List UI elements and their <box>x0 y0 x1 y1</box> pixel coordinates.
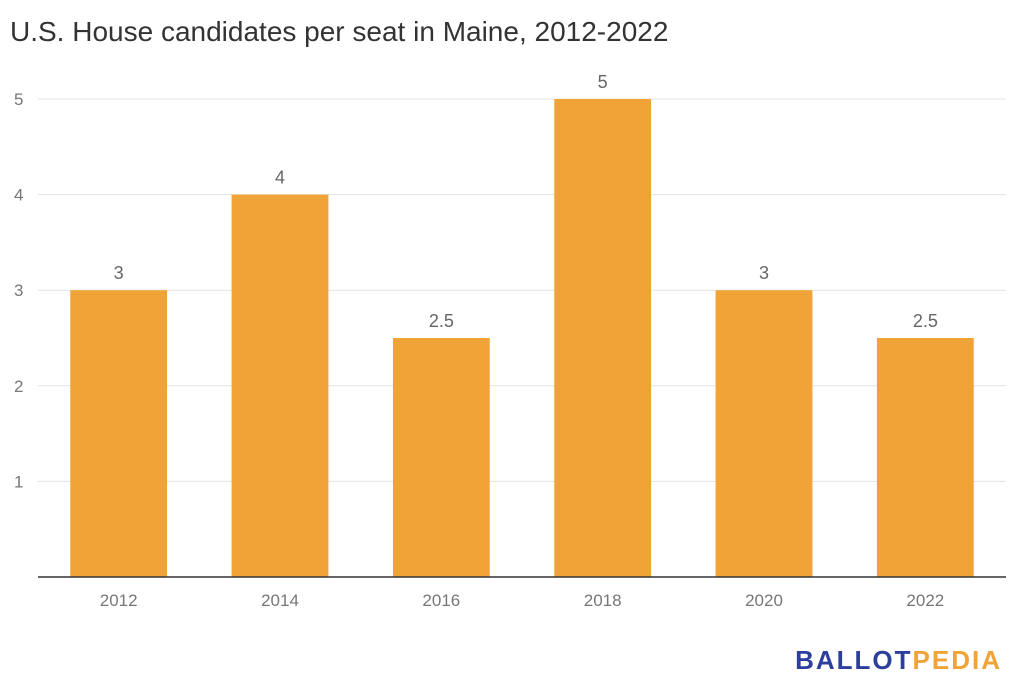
x-tick-label: 2022 <box>906 591 944 610</box>
y-tick-label: 4 <box>14 186 23 205</box>
data-label: 3 <box>114 263 124 283</box>
data-label: 5 <box>598 72 608 92</box>
logo-ballot-text: BALLOT <box>795 645 913 675</box>
data-label: 2.5 <box>913 311 938 331</box>
bar-2022 <box>876 338 974 577</box>
data-label: 4 <box>275 168 285 188</box>
gridlines <box>38 98 1006 482</box>
bar-2012 <box>70 290 168 577</box>
x-tick-label: 2018 <box>584 591 622 610</box>
x-tick-label: 2014 <box>261 591 299 610</box>
bars <box>70 99 974 577</box>
data-label: 3 <box>759 263 769 283</box>
x-axis-ticks: 2012 2014 2016 2018 2020 2022 <box>100 591 944 610</box>
y-tick-label: 5 <box>14 90 23 109</box>
y-tick-label: 1 <box>14 472 23 491</box>
x-tick-label: 2020 <box>745 591 783 610</box>
bar-2014 <box>231 194 329 577</box>
logo-pedia-text: PEDIA <box>912 645 1002 675</box>
y-axis-ticks: 1 2 3 4 5 <box>14 90 23 491</box>
x-tick-label: 2012 <box>100 591 138 610</box>
x-tick-label: 2016 <box>422 591 460 610</box>
bar-2018 <box>554 99 652 577</box>
y-tick-label: 3 <box>14 281 23 300</box>
ballotpedia-logo: BALLOTPEDIA <box>795 645 1002 676</box>
data-labels: 3 4 2.5 5 3 2.5 <box>114 72 938 331</box>
bar-2020 <box>715 290 813 577</box>
chart-title: U.S. House candidates per seat in Maine,… <box>10 16 669 47</box>
y-tick-label: 2 <box>14 377 23 396</box>
data-label: 2.5 <box>429 311 454 331</box>
bar-2016 <box>392 338 490 577</box>
